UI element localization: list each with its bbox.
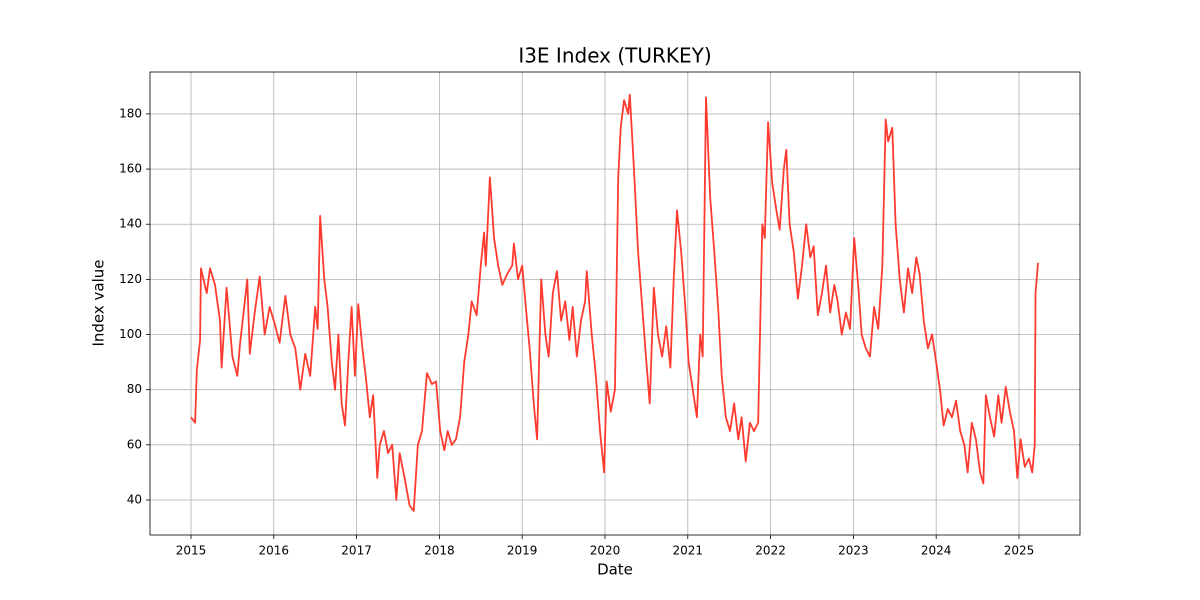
- x-tick-label: 2022: [755, 544, 786, 558]
- x-tick-label: 2025: [1004, 544, 1035, 558]
- y-tick-label: 100: [119, 327, 142, 341]
- x-tick-label: 2015: [176, 544, 207, 558]
- x-tick-label: 2021: [673, 544, 704, 558]
- y-tick-label: 120: [119, 272, 142, 286]
- x-tick-label: 2016: [259, 544, 290, 558]
- y-tick-label: 80: [127, 382, 142, 396]
- x-tick-label: 2023: [838, 544, 869, 558]
- chart-title: I3E Index (TURKEY): [518, 44, 711, 68]
- y-tick-label: 140: [119, 217, 142, 231]
- y-tick-label: 40: [127, 492, 142, 506]
- data-line: [190, 93, 1039, 512]
- x-tick-label: 2020: [590, 544, 621, 558]
- plot-frame: [149, 71, 1081, 536]
- x-tick-label: 2017: [341, 544, 372, 558]
- y-tick-label: 160: [119, 162, 142, 176]
- y-axis-label: Index value: [90, 259, 108, 346]
- x-tick-label: 2024: [921, 544, 952, 558]
- x-tick-label: 2019: [507, 544, 538, 558]
- y-tick-label: 180: [119, 106, 142, 120]
- x-tick-label: 2018: [424, 544, 455, 558]
- x-axis-label: Date: [597, 561, 633, 579]
- y-tick-label: 60: [127, 437, 142, 451]
